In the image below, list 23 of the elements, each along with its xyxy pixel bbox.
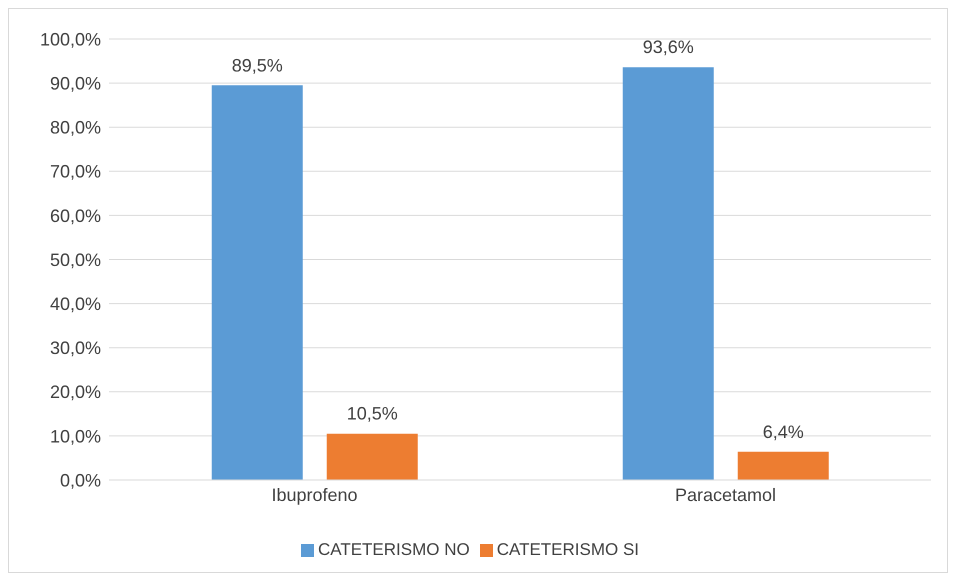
bar [738, 452, 829, 480]
data-label: 93,6% [642, 37, 694, 58]
legend-label: CATETERISMO NO [318, 540, 470, 559]
y-tick-label: 50,0% [50, 250, 101, 270]
y-tick-label: 90,0% [50, 73, 101, 94]
x-tick-label: Ibuprofeno [271, 484, 358, 505]
bar [326, 434, 418, 480]
y-tick-label: 20,0% [50, 382, 101, 402]
x-tick-label: Paracetamol [674, 484, 776, 505]
y-tick-label: 0,0% [60, 470, 101, 490]
y-tick-label: 100,0% [40, 29, 101, 50]
y-tick-label: 70,0% [50, 162, 101, 182]
y-tick-label: 30,0% [50, 338, 101, 358]
bar [622, 67, 714, 480]
bar [212, 85, 303, 480]
y-tick-label: 60,0% [50, 206, 101, 226]
y-tick-label: 10,0% [50, 426, 101, 446]
y-tick-label: 40,0% [50, 294, 101, 314]
legend-label: CATETERISMO SI [496, 540, 640, 559]
data-label: 10,5% [346, 404, 398, 424]
data-label: 89,5% [232, 55, 283, 76]
data-label: 6,4% [762, 422, 804, 442]
y-tick-label: 80,0% [50, 118, 101, 138]
